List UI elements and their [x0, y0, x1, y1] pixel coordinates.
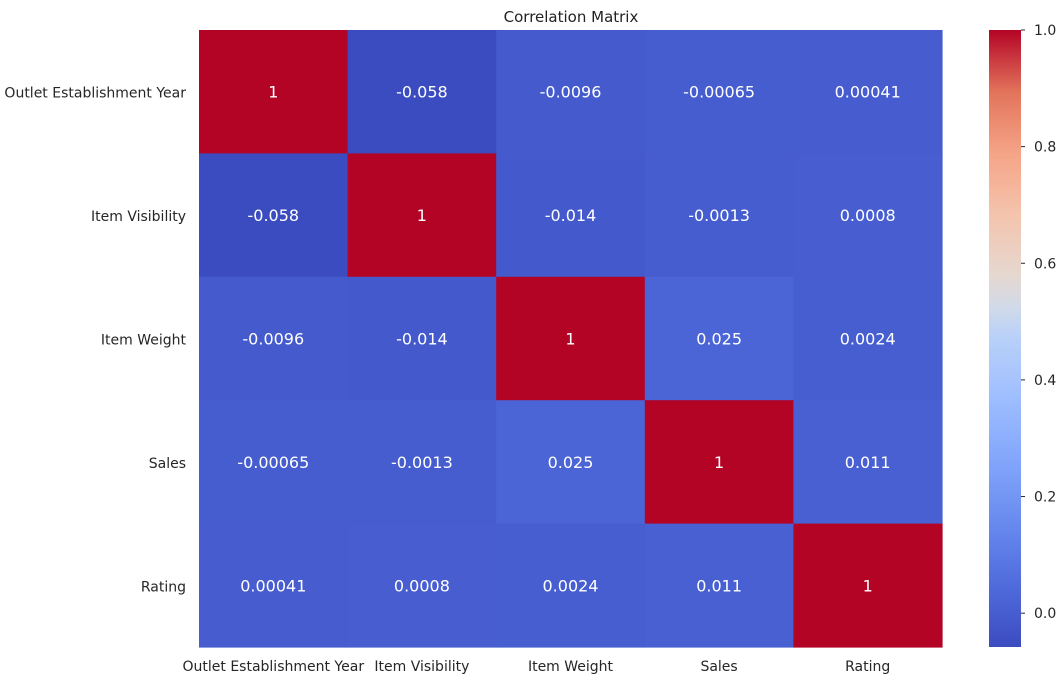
heatmap-cell — [496, 523, 646, 648]
cell-annotation: -0.0096 — [242, 330, 304, 349]
heatmap-cell — [644, 30, 794, 154]
heatmap-cell — [199, 153, 349, 278]
x-axis-tick-labels: Outlet Establishment Year Item Visibility… — [183, 659, 891, 675]
x-tick-label: Outlet Establishment Year — [183, 659, 365, 675]
heatmap-cell — [496, 400, 646, 525]
cell-annotations: 1 -0.058 -0.0096 -0.00065 0.00041 -0.058 1 -0.0… — [237, 83, 900, 596]
cell-annotation: 0.0008 — [394, 576, 450, 595]
cell-annotation: -0.00065 — [683, 83, 755, 102]
colorbar: 0.0 0.2 0.4 0.6 0.8 1.0 — [989, 23, 1056, 647]
cell-annotation: 1 — [417, 206, 427, 225]
heatmap-cell — [496, 153, 646, 278]
cell-annotation: 0.00041 — [835, 83, 901, 102]
heatmap-cell — [496, 276, 646, 401]
x-tick-label: Rating — [845, 659, 890, 675]
cell-annotation: 0.011 — [845, 453, 891, 472]
heatmap-cell — [347, 276, 497, 401]
cell-annotation: 1 — [268, 83, 278, 102]
y-tick-label: Outlet Establishment Year — [4, 86, 186, 102]
x-tick-label: Item Visibility — [374, 659, 469, 675]
x-tick-label: Sales — [700, 659, 737, 675]
cell-annotation: 0.00041 — [240, 576, 306, 595]
y-tick-label: Sales — [149, 456, 186, 472]
cell-annotation: 0.025 — [548, 453, 594, 472]
colorbar-tick-label: 0.0 — [1034, 606, 1056, 622]
cell-annotation: 0.0008 — [840, 206, 896, 225]
cell-annotation: -0.014 — [545, 206, 597, 225]
cell-annotation: 0.0024 — [543, 576, 599, 595]
heatmap-cell — [793, 276, 943, 401]
heatmap-cell — [199, 523, 349, 648]
heatmap-cell — [644, 400, 794, 525]
y-tick-label: Item Weight — [101, 333, 187, 349]
heatmap-cell — [199, 30, 349, 154]
y-tick-label: Item Visibility — [91, 209, 186, 225]
x-tick-label: Item Weight — [528, 659, 614, 675]
heatmap-cell — [793, 400, 943, 525]
cell-annotation: -0.014 — [396, 330, 448, 349]
cell-annotation: -0.058 — [396, 83, 448, 102]
heatmap-cell — [347, 523, 497, 648]
cell-annotation: -0.0096 — [540, 83, 602, 102]
colorbar-gradient — [989, 30, 1021, 647]
colorbar-tick-label: 0.6 — [1034, 256, 1056, 272]
heatmap-cell — [644, 523, 794, 648]
cell-annotation: 1 — [565, 330, 575, 349]
heatmap-cell — [793, 153, 943, 278]
heatmap-cell — [347, 400, 497, 525]
heatmap-cell — [199, 400, 349, 525]
y-axis-tick-labels: Outlet Establishment Year Item Visibility… — [4, 86, 186, 596]
colorbar-tick-label: 0.2 — [1034, 490, 1056, 506]
chart-title: Correlation Matrix — [504, 8, 639, 26]
heatmap-cell — [793, 30, 943, 154]
cell-annotation: -0.0013 — [391, 453, 453, 472]
cell-annotation: -0.00065 — [237, 453, 309, 472]
cell-annotation: -0.058 — [248, 206, 300, 225]
colorbar-tick-label: 0.8 — [1034, 140, 1056, 156]
heatmap-cell — [199, 276, 349, 401]
heatmap-cell — [347, 30, 497, 154]
heatmap-cell — [644, 276, 794, 401]
heatmap-cell — [496, 30, 646, 154]
heatmap-cell — [644, 153, 794, 278]
cell-annotation: 0.025 — [696, 330, 742, 349]
cell-annotation: -0.0013 — [688, 206, 750, 225]
cell-annotation: 0.011 — [696, 576, 742, 595]
heatmap-cells — [199, 30, 943, 648]
colorbar-tick-label: 0.4 — [1034, 373, 1056, 389]
cell-annotation: 1 — [714, 453, 724, 472]
heatmap-cell — [347, 153, 497, 278]
y-tick-label: Rating — [141, 579, 186, 595]
cell-annotation: 1 — [863, 576, 873, 595]
heatmap-cell — [793, 523, 943, 648]
cell-annotation: 0.0024 — [840, 330, 896, 349]
colorbar-tick-label: 1.0 — [1034, 23, 1056, 39]
